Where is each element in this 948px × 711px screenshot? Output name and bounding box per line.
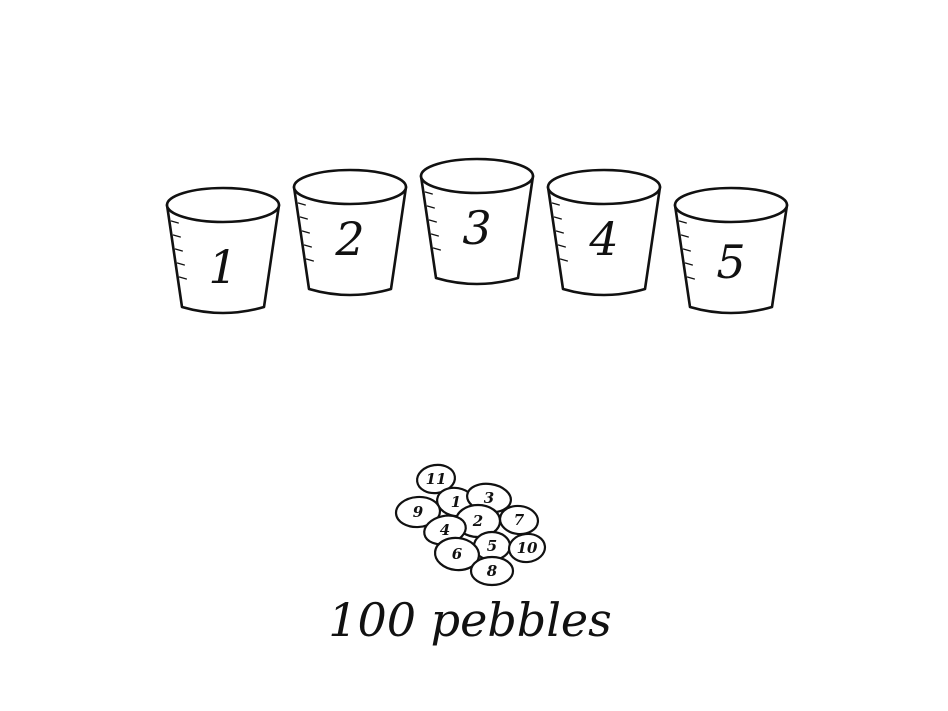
pebble-shape <box>433 536 481 572</box>
cup-body <box>165 203 281 315</box>
pebbles-caption: 100 pebbles <box>328 593 612 647</box>
measuring-marks <box>678 220 696 280</box>
pebble-number-label: 1 <box>451 493 461 511</box>
pebble-number-label: 8 <box>487 562 498 580</box>
pebble-number-label: 4 <box>440 521 450 539</box>
cup-rim <box>292 168 408 206</box>
pebble-7: 7 <box>498 504 540 536</box>
cup-body <box>419 174 535 286</box>
measuring-marks <box>170 220 188 280</box>
cup-body <box>546 185 662 297</box>
pebble-shape <box>415 463 457 495</box>
pebble-shape <box>507 532 547 564</box>
pebble-number-label: 11 <box>426 470 447 488</box>
measuring-marks <box>551 202 569 262</box>
pebble-number-label: 3 <box>484 489 494 507</box>
cup-rim <box>419 157 535 195</box>
pebble-number-label: 2 <box>472 512 483 530</box>
pebble-shape <box>469 555 515 587</box>
pebble-number-label: 7 <box>514 511 525 529</box>
cup-rim <box>165 186 281 224</box>
cup-body <box>292 185 408 297</box>
cup-5: 5 <box>673 186 789 315</box>
pebble-shape <box>498 504 540 536</box>
cup-number-label: 2 <box>334 212 364 266</box>
cup-number-label: 3 <box>462 201 491 255</box>
pebble-number-label: 5 <box>487 537 497 555</box>
pebble-number-label: 6 <box>452 545 463 563</box>
cup-rim <box>546 168 662 206</box>
measuring-marks <box>424 191 442 251</box>
pebble-number-label: 10 <box>517 539 538 557</box>
cup-body <box>673 203 789 315</box>
pebble-11: 11 <box>415 463 457 495</box>
pebble-pile: 111 3 9 2 7 4 5 10 6 8 <box>394 463 547 587</box>
pebble-8: 8 <box>469 555 515 587</box>
cup-3: 3 <box>419 157 535 286</box>
cup-number-label: 4 <box>588 212 618 266</box>
pebble-6: 6 <box>433 536 481 572</box>
cup-4: 4 <box>546 168 662 297</box>
cups-row: 1 2 3 4 5 <box>165 157 789 315</box>
cup-number-label: 5 <box>716 235 745 289</box>
pebble-shape <box>394 495 442 529</box>
cup-1: 1 <box>165 186 281 315</box>
pebble-number-label: 9 <box>413 503 424 521</box>
pebble-9: 9 <box>394 495 442 529</box>
cup-number-label: 1 <box>208 240 237 294</box>
cup-2: 2 <box>292 168 408 297</box>
pebble-10: 10 <box>507 532 547 564</box>
measuring-marks <box>297 202 315 262</box>
cup-rim <box>673 186 789 224</box>
